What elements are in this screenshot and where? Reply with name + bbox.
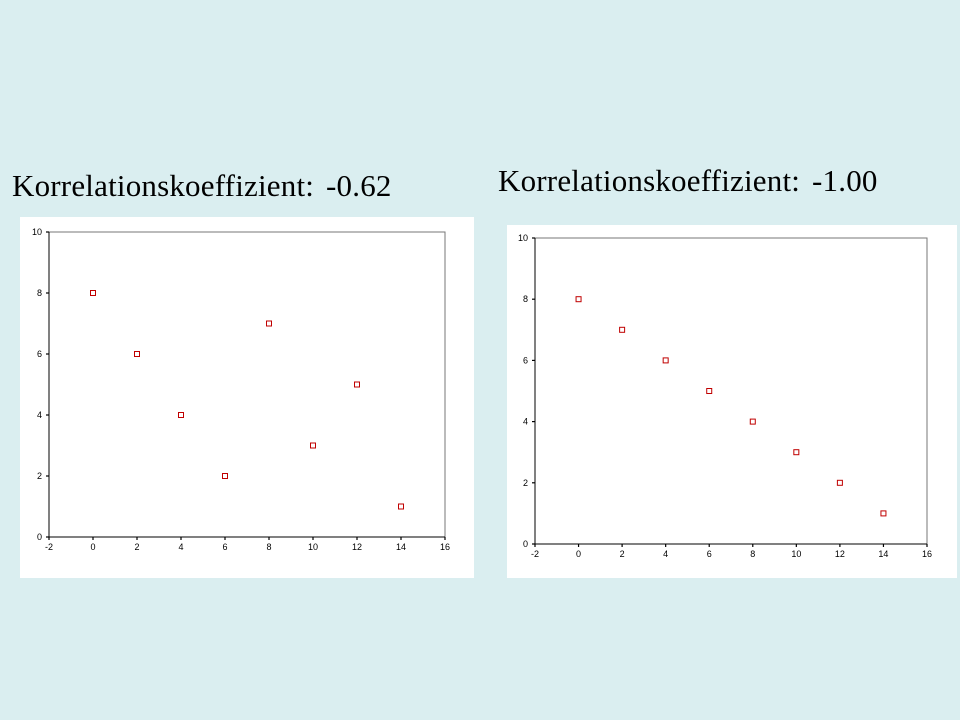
x-tick-label-right-1: 0 [576,549,581,559]
x-tick-label-right-3: 4 [663,549,668,559]
y-tick-label-right-5: 10 [518,233,528,243]
x-tick-label-right-8: 14 [878,549,888,559]
x-tick-label-right-5: 8 [750,549,755,559]
x-tick-label-left-0: -2 [45,542,53,552]
scatter-plot-right: -2 0 2 4 6 8 10 12 14 16 0 2 4 6 8 10 [507,225,957,578]
plot-frame-right [534,237,928,545]
data-point-right-5 [793,449,800,456]
y-tick-label-left-0: 0 [37,532,42,542]
x-tick-label-right-6: 10 [791,549,801,559]
y-tick-label-right-0: 0 [523,539,528,549]
data-point-right-1 [619,326,626,333]
y-tick-label-left-5: 10 [32,227,42,237]
y-tick-label-right-3: 6 [523,355,528,365]
data-point-left-6 [354,381,360,388]
x-tick-label-right-2: 2 [620,549,625,559]
chart-title-right: Korrelationskoeffizient: -1.00 [498,163,878,198]
chart-title-left: Korrelationskoeffizient: -0.62 [12,168,392,203]
data-point-right-2 [662,357,669,364]
y-tick-label-right-2: 4 [523,417,528,427]
data-point-left-1 [134,351,140,357]
y-tick-label-left-4: 8 [37,288,42,298]
x-tick-label-left-6: 10 [308,542,318,552]
y-tick-label-left-2: 4 [37,410,42,420]
plot-frame-left [48,231,446,538]
data-point-left-4 [266,320,272,327]
data-point-right-0 [575,296,582,303]
x-tick-label-right-0: -2 [531,549,539,559]
data-point-right-6 [836,479,843,486]
data-point-left-5 [310,442,316,449]
x-tick-label-right-4: 6 [707,549,712,559]
x-tick-label-left-3: 4 [178,542,183,552]
y-tick-label-left-1: 2 [37,471,42,481]
y-tick-label-right-4: 8 [523,294,528,304]
x-tick-label-right-7: 12 [835,549,845,559]
data-point-left-7 [398,503,404,510]
x-tick-label-left-5: 8 [266,542,271,552]
data-point-right-7 [880,510,887,517]
x-tick-label-left-7: 12 [352,542,362,552]
x-tick-label-left-2: 2 [134,542,139,552]
y-tick-label-right-1: 2 [523,478,528,488]
x-tick-label-right-9: 16 [922,549,932,559]
x-tick-label-left-1: 0 [90,542,95,552]
data-point-right-4 [749,418,756,425]
x-tick-label-left-4: 6 [222,542,227,552]
scatter-plot-left: -2 0 2 4 6 8 10 12 14 16 0 2 4 6 8 10 [20,217,474,578]
y-tick-label-left-3: 6 [37,349,42,359]
x-tick-label-left-9: 16 [440,542,450,552]
data-point-left-0 [90,290,96,296]
x-tick-label-left-8: 14 [396,542,406,552]
data-point-left-2 [178,412,184,418]
data-point-left-3 [222,473,228,479]
data-point-right-3 [706,388,713,394]
